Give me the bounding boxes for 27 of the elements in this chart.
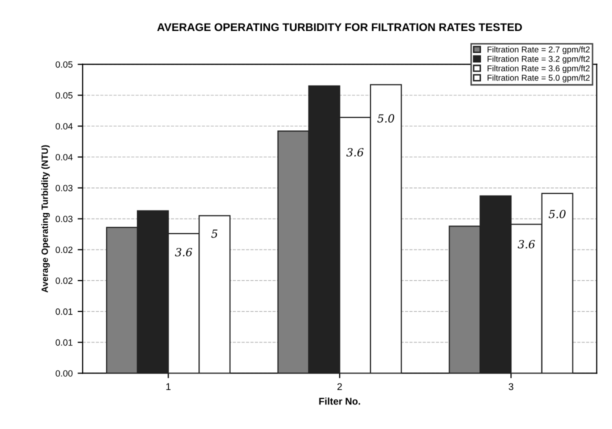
legend-label: Filtration Rate = 3.2 gpm/ft2 — [488, 56, 590, 64]
x-tick-label: 2 — [337, 383, 342, 390]
y-tick-label: 0.04 — [56, 154, 73, 160]
y-tick-label: 0.05 — [56, 92, 73, 99]
x-tick-label: 1 — [166, 383, 171, 390]
x-tick-label: 3 — [508, 383, 514, 390]
annotation: 5 — [211, 230, 218, 238]
y-tick-label: 0.02 — [56, 246, 72, 254]
y-tick-label: 0.05 — [56, 61, 73, 68]
y-tick-label: 0.01 — [56, 308, 72, 315]
legend-label: Filtration Rate = 2.7 gpm/ft2 — [488, 46, 590, 54]
x-axis-title: Filter No. — [319, 398, 360, 405]
y-tick-label: 0.04 — [56, 123, 73, 130]
annotation: 5.0 — [548, 210, 566, 218]
y-axis-title: Average Operating Turbidity (NTU) — [41, 145, 50, 293]
annotation: 5.0 — [377, 114, 394, 123]
y-tick-label: 0.02 — [56, 278, 72, 284]
y-tick-label: 0.00 — [56, 370, 73, 377]
chart-title: AVERAGE OPERATING TURBIDITY FOR FILTRATION RATES TESTED — [157, 23, 522, 32]
legend-label: Filtration Rate = 5.0 gpm/ft2 — [488, 74, 590, 82]
annotation: 3.6 — [518, 240, 535, 248]
annotation: 3.6 — [175, 248, 192, 256]
y-tick-label: 0.03 — [56, 184, 73, 192]
legend-label: Filtration Rate = 3.6 gpm/ft2 — [488, 65, 590, 73]
y-tick-label: 0.03 — [56, 216, 73, 222]
annotation: 3.6 — [346, 148, 364, 157]
y-tick-label: 0.01 — [56, 339, 72, 346]
